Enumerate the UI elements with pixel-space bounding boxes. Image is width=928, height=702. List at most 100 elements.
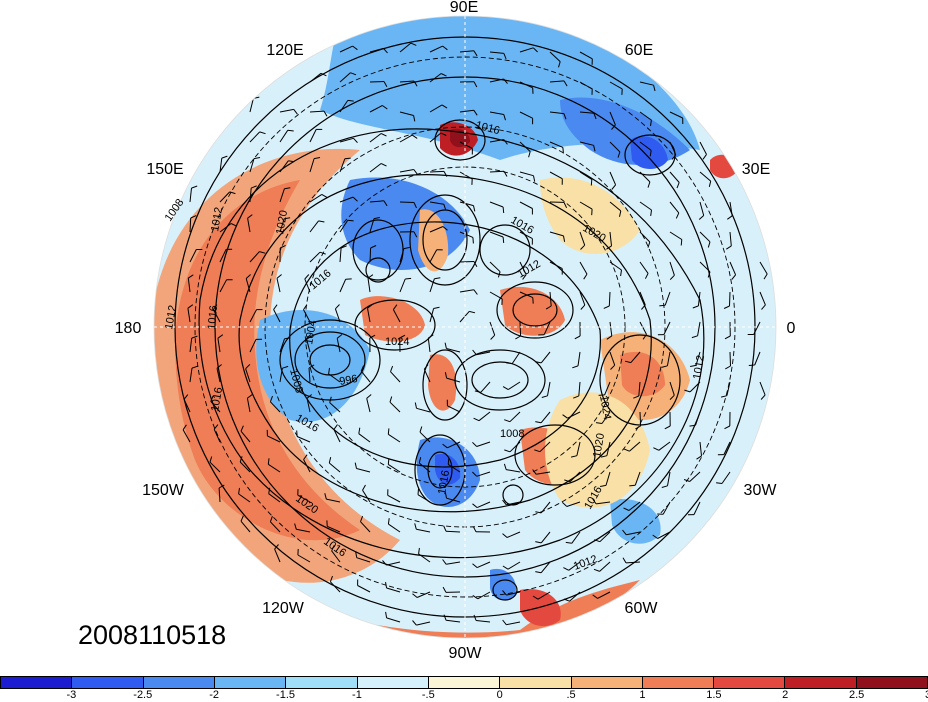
wind-barb-flag [473,110,478,116]
wind-barb [459,50,474,53]
colorbar-swatch [286,677,358,688]
wind-barb [459,261,475,263]
wind-barb [666,351,671,366]
colorbar-tick: 3 [925,689,928,701]
wind-barb [219,223,232,233]
colorbar-swatch [642,677,715,688]
wind-barb [446,497,461,503]
wind-barb [609,351,616,366]
wind-barb-flag [418,547,420,554]
wind-barb-flag [690,364,697,367]
wind-barb [480,381,491,393]
colorbar-tick: .5 [566,689,576,701]
wind-barb-flag [288,160,295,163]
wind-barb-flag [216,364,222,369]
wind-barb-flag [353,137,358,144]
colorbar-tick: 0 [496,689,503,701]
wind-barb [689,381,701,393]
colorbar-swatch [500,677,572,688]
wind-barb [330,581,341,593]
wind-barb [445,530,461,533]
wind-barb-flag [661,365,668,368]
wind-barb-flag [761,304,766,310]
wind-barb-flag [340,245,347,249]
wind-barb-flag [563,598,570,602]
wind-barb [549,141,564,148]
wind-barb-flag [502,565,509,570]
wind-barb-flag [333,424,338,430]
wind-barb-flag [564,479,571,483]
wind-barb-flag [707,241,711,248]
wind-barb-flag [671,154,677,160]
wind-barb-flag [419,426,423,433]
wind-barb [446,348,461,353]
wind-barb [507,561,521,570]
wind-barb-flag [329,396,332,403]
wind-barb [625,561,641,564]
wind-barb [249,251,260,263]
wind-barb-flag [405,277,412,280]
wind-barb-flag [650,120,652,127]
wind-barb-flag [490,334,496,340]
wind-barb-flag [428,334,434,339]
wind-barb [356,557,371,563]
wind-barb [579,201,593,210]
wind-barb [639,111,652,121]
wind-barb-flag [611,124,616,130]
wind-barb [279,160,289,173]
wind-barb-flag [649,150,652,157]
wind-barb [476,351,491,356]
wind-barb [459,109,474,113]
wind-barb [509,441,521,453]
wind-barb-flag [503,463,507,470]
wind-barb-flag [633,395,639,399]
wind-barb-flag [532,469,537,475]
wind-barb [569,591,581,602]
wind-barb [699,231,711,243]
wind-barb [543,321,551,335]
wind-barb [609,111,616,126]
wind-barb [489,291,503,300]
wind-barb-flag [473,417,480,422]
wind-barb [511,351,521,364]
wind-barb [699,201,705,216]
wind-barb [309,220,319,233]
wind-barb-flag [641,304,646,310]
wind-barb [369,218,375,233]
colorbar-swatch [856,677,928,688]
wind-barb-flag [293,109,298,115]
wind-barb-flag [385,611,388,618]
colorbar-tick: 2 [782,689,789,701]
wind-barb [576,441,581,456]
wind-barb-flag [720,395,728,398]
wind-barb-flag [414,402,417,409]
wind-barb [429,278,435,293]
wind-barb-flag [392,304,398,310]
wind-barb [519,321,522,337]
wind-barb [539,441,551,453]
wind-barb [476,501,491,509]
wind-barb-flag [321,193,328,198]
wind-barb [609,231,612,246]
wind-barb [669,261,675,276]
wind-barb [699,441,702,456]
wind-barb-flag [240,515,244,522]
wind-barb-flag [659,304,666,307]
wind-barb-flag [287,129,294,132]
wind-barb [729,351,731,367]
wind-barb-flag [443,525,447,532]
wind-barb-flag [344,157,351,160]
longitude-labels: 90E 60E 30E 0 30W 60W 90W 120W 150W 180 … [115,0,796,662]
wind-barb [334,308,341,323]
wind-barb-flag [716,482,723,484]
wind-barb-flag [590,179,593,186]
wind-barb [268,463,281,473]
wind-barb-flag [473,614,477,621]
wind-barb [446,377,461,383]
lon-label-30w: 30W [744,482,778,499]
wind-barb-flag [502,236,505,243]
wind-barb-flag [497,271,501,278]
wind-barb-flag [689,424,696,427]
wind-barb [296,528,311,533]
wind-barb-flag [358,427,361,434]
